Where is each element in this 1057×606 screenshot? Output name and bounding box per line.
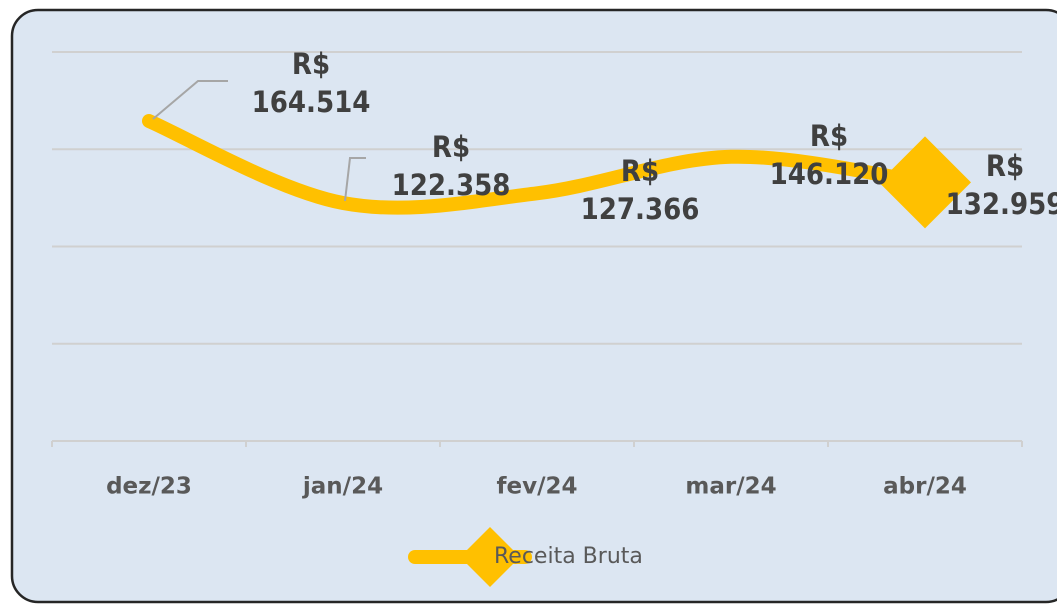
- plot-background: [10, 8, 1057, 604]
- data-label: R$ 132.959: [945, 149, 1057, 222]
- data-label: R$ 127.366: [580, 154, 700, 227]
- legend-marker: [460, 527, 520, 587]
- legend-label: Receita Bruta: [494, 544, 643, 569]
- data-label: R$ 146.120: [769, 118, 889, 191]
- x-tick-label: fev/24: [496, 474, 577, 500]
- x-tick-label: mar/24: [685, 474, 776, 500]
- x-tick-label: jan/24: [302, 474, 383, 500]
- leader-line: [344, 157, 366, 202]
- data-label: R$ 164.514: [251, 47, 371, 120]
- series-line: [142, 114, 932, 215]
- end-marker: [879, 136, 971, 229]
- x-tick-label: dez/23: [106, 474, 192, 500]
- data-label: R$ 122.358: [391, 130, 511, 202]
- leader-line: [152, 80, 228, 120]
- x-tick-label: abr/24: [883, 474, 967, 500]
